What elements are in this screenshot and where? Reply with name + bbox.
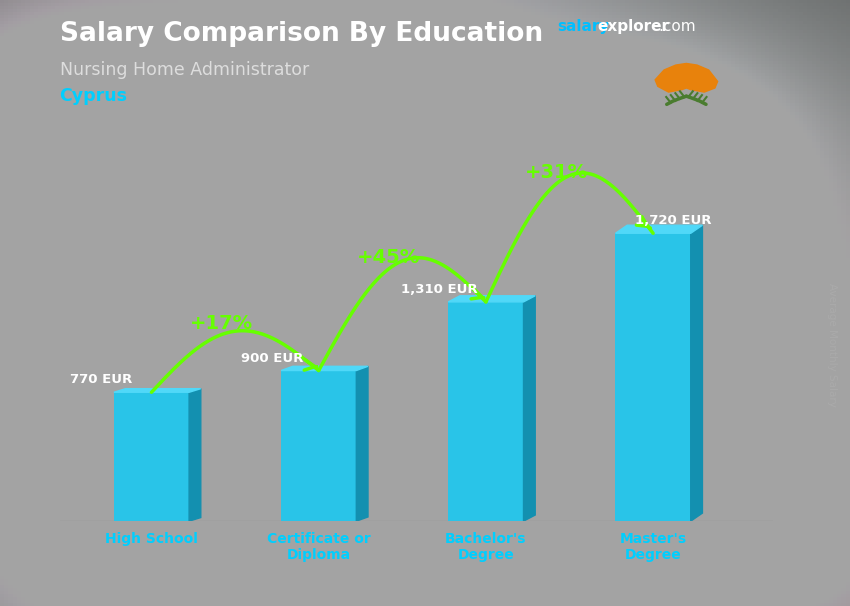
Text: +45%: +45% [357,248,421,267]
Text: 770 EUR: 770 EUR [71,373,133,387]
Text: +17%: +17% [190,314,253,333]
Text: Salary Comparison By Education: Salary Comparison By Education [60,21,542,47]
Polygon shape [114,388,201,392]
Bar [448,302,524,521]
Text: 900 EUR: 900 EUR [241,351,303,365]
Text: Average Monthly Salary: Average Monthly Salary [827,284,837,407]
Text: 1,720 EUR: 1,720 EUR [635,215,711,227]
Text: .com: .com [659,19,696,35]
Polygon shape [655,64,717,92]
Polygon shape [189,388,201,521]
Text: salary: salary [557,19,609,35]
Text: 1,310 EUR: 1,310 EUR [400,283,478,296]
Text: Nursing Home Administrator: Nursing Home Administrator [60,61,309,79]
Polygon shape [524,296,536,521]
Text: Cyprus: Cyprus [60,87,128,105]
Text: explorer: explorer [598,19,670,35]
Bar [281,370,356,521]
Polygon shape [615,225,702,233]
Polygon shape [281,366,368,370]
Polygon shape [448,296,536,302]
Polygon shape [691,225,702,521]
Bar [615,233,691,521]
Polygon shape [356,366,368,521]
Bar [114,392,189,521]
Text: +31%: +31% [524,163,587,182]
